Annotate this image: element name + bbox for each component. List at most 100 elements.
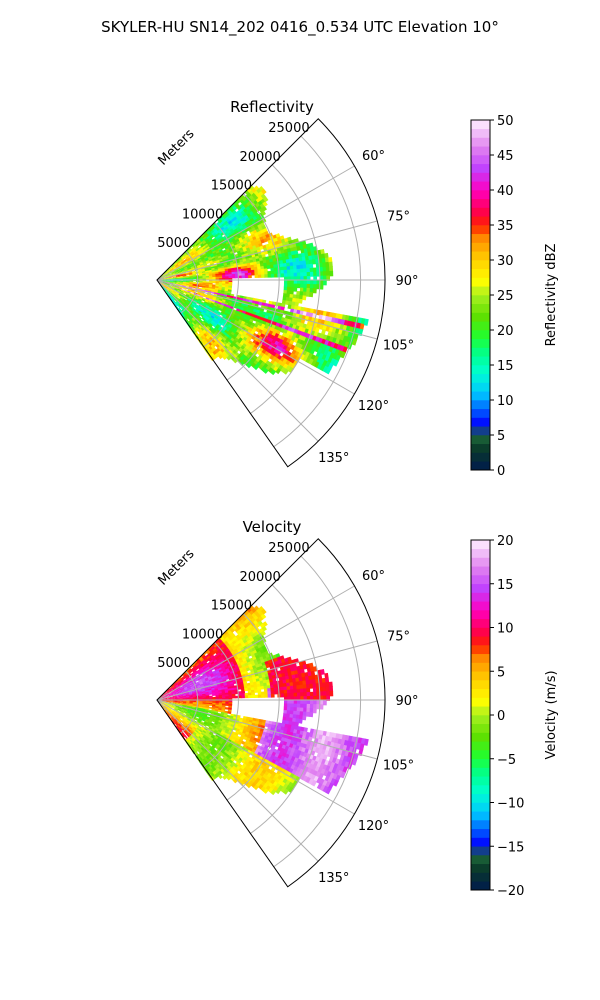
radar-cell: [178, 271, 183, 274]
radar-cell: [176, 282, 181, 284]
radar-cell: [210, 302, 215, 306]
radar-cell: [302, 295, 307, 301]
radar-cell: [176, 260, 181, 264]
radar-cell: [173, 278, 177, 280]
radar-cell: [171, 297, 175, 301]
radar-cell: [191, 322, 196, 327]
radar-cell: [199, 261, 204, 264]
radar-cell: [196, 307, 201, 312]
radar-cell: [221, 272, 226, 276]
radar-cell: [179, 297, 184, 301]
colorbar-label: Reflectivity dBZ: [544, 244, 559, 347]
radar-cell: [188, 296, 193, 300]
radar-cell: [180, 266, 184, 269]
radar-cell: [179, 283, 184, 285]
radar-cell: [207, 255, 212, 260]
radar-cell: [185, 262, 190, 266]
radar-cell: [166, 281, 171, 283]
radar-cell: [206, 303, 211, 308]
colorbar-segment: [471, 330, 490, 340]
radar-cell: [187, 291, 191, 295]
colorbar-tick-label: 40: [497, 184, 514, 199]
radar-cell: [182, 293, 187, 296]
radar-cell: [179, 274, 184, 276]
colorbar-tick-label: 10: [497, 394, 514, 409]
figure-title: SKYLER-HU SN14_202 0416_0.534 UTC Elevat…: [101, 18, 499, 37]
radar-cell: [192, 302, 197, 306]
radar-cell: [172, 275, 177, 277]
radar-cell: [177, 261, 181, 265]
radar-cell: [186, 263, 190, 267]
radar-cell: [166, 281, 171, 283]
radar-cell: [184, 260, 188, 264]
radar-cell: [176, 260, 180, 264]
radar-cell: [190, 314, 195, 319]
radar-cell: [166, 288, 170, 292]
radar-cell: [184, 301, 189, 306]
radar-cell: [195, 260, 200, 263]
radar-cell: [221, 274, 226, 277]
radar-cell: [194, 241, 199, 246]
colorbar-segment: [471, 452, 490, 462]
radar-cell: [176, 301, 180, 305]
colorbar-segment: [471, 120, 490, 130]
radar-cell: [196, 317, 201, 321]
radar-cell: [208, 257, 213, 261]
radar-cell: [184, 268, 189, 271]
radar-cell: [187, 289, 192, 292]
radar-cell: [208, 306, 213, 311]
radar-cell: [244, 695, 249, 699]
radar-cell: [239, 356, 245, 362]
radar-cell: [187, 308, 192, 312]
radar-cell: [183, 316, 187, 321]
colorbar-segment: [471, 338, 490, 348]
radar-cell: [203, 242, 208, 246]
radar-cell: [228, 274, 233, 277]
radar-cell: [198, 240, 203, 245]
radar-cell: [218, 281, 223, 284]
radar-cell: [219, 306, 224, 310]
radar-cell: [170, 289, 174, 292]
radar-cell: [209, 260, 214, 264]
radar-cell: [185, 300, 190, 304]
radar-cell: [190, 265, 195, 269]
radar-cell: [213, 253, 218, 257]
radar-cell: [169, 277, 174, 279]
radar-cell: [256, 260, 261, 265]
radar-cell: [176, 305, 180, 310]
colorbar-segment: [471, 268, 490, 278]
radar-cell: [210, 291, 215, 295]
radar-cell: [177, 261, 182, 265]
radar-cell: [273, 267, 278, 272]
radar-cell: [183, 265, 188, 269]
radar-cell: [198, 297, 203, 301]
radar-cell: [202, 310, 207, 314]
radar-cell: [198, 320, 203, 325]
radar-cell: [244, 268, 249, 272]
radar-cell: [185, 314, 189, 319]
radar-cell: [204, 255, 209, 260]
radar-cell: [167, 287, 171, 291]
radar-cell: [323, 280, 327, 286]
radar-cell: [196, 294, 201, 297]
radar-cell: [220, 304, 225, 308]
radar-cell: [179, 282, 184, 285]
radar-cell: [212, 354, 217, 360]
radar-cell: [209, 305, 214, 309]
radar-cell: [188, 320, 193, 325]
radar-cell: [173, 261, 177, 265]
radar-cell: [198, 304, 203, 308]
radar-cell: [179, 273, 183, 276]
radar-cell: [233, 249, 238, 254]
colorbar-segment: [471, 251, 490, 261]
radar-cell: [220, 254, 226, 258]
radar-cell: [178, 262, 182, 266]
radar-cell: [211, 306, 217, 311]
radar-cell: [163, 276, 167, 278]
radar-cell: [198, 259, 203, 263]
radar-cell: [191, 290, 195, 293]
radar-cell: [257, 266, 262, 270]
radar-cell: [179, 281, 184, 283]
radar-cell: [175, 259, 180, 263]
